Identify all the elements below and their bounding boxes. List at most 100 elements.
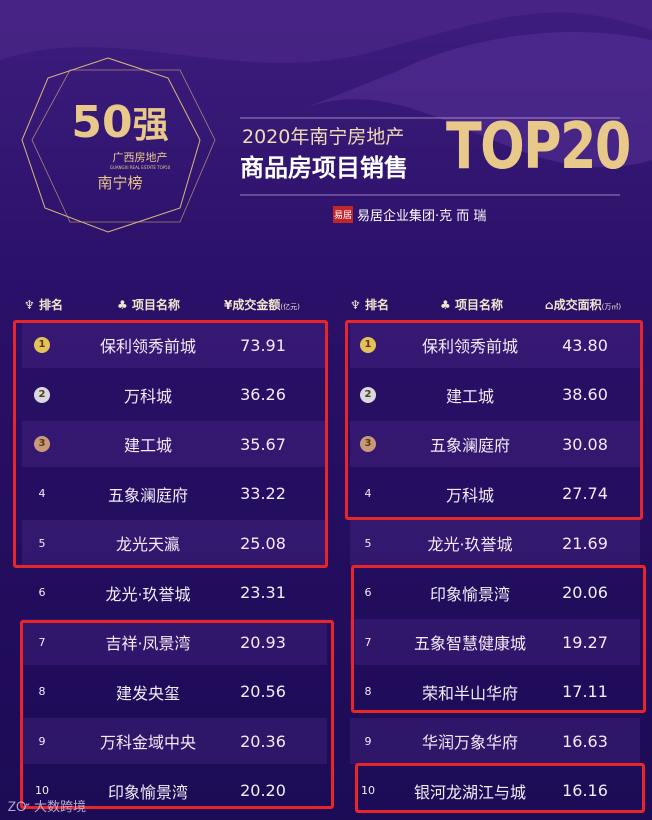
value: 20.56 <box>240 682 286 701</box>
highlight-box <box>351 565 646 713</box>
rank-cell: 10 <box>356 784 380 797</box>
medal-icon: 3 <box>360 436 376 452</box>
badge-subtitle-en: GUANGXI REAL ESTATE TOP50 <box>109 165 171 170</box>
rank-cell: 2 <box>356 386 380 403</box>
project-name: 华润万象华府 <box>421 733 518 752</box>
table-row: 8 建发央玺 20.56 <box>22 669 327 715</box>
right-header-value: ⌂成交面积(万㎡) <box>545 298 622 312</box>
table-row: 2 建工城 38.60 <box>350 372 640 418</box>
building-icon: ♣ <box>440 298 451 312</box>
rank: 10 <box>35 784 49 797</box>
watermark: ᏃᏅ 大数跨境 <box>8 800 87 815</box>
table-row: 4 万科城 27.74 <box>350 471 640 517</box>
sponsor-seal-icon: 易居 <box>333 206 353 223</box>
rank: 6 <box>364 586 372 599</box>
left-header-value: ¥成交金额(亿元) <box>224 298 300 312</box>
table-row: 7 五象智慧健康城 19.27 <box>350 619 640 665</box>
medal-icon: 3 <box>34 436 50 452</box>
table-row: 3 五象澜庭府 30.08 <box>350 421 640 467</box>
title-top20: TOP20 <box>446 110 631 184</box>
value: 25.08 <box>240 533 286 553</box>
house-icon: ⌂ <box>545 298 554 312</box>
rank-cell: 9 <box>30 735 54 748</box>
rank: 6 <box>38 586 46 599</box>
table-row: 5 龙光·玖誉城 21.69 <box>350 520 640 566</box>
badge-city: 南宁榜 <box>97 174 143 192</box>
trophy-icon: ♆ <box>350 298 361 312</box>
project-name: 万科城 <box>123 386 172 406</box>
value: 36.26 <box>240 385 286 404</box>
rank: 10 <box>361 784 375 797</box>
project-name: 建工城 <box>445 386 494 406</box>
rank-cell: 5 <box>356 537 380 550</box>
yen-icon: ¥ <box>224 298 233 312</box>
highlight-box <box>20 620 334 809</box>
rank: 7 <box>364 635 372 649</box>
project-name: 保利领秀前城 <box>99 337 196 356</box>
table-row: 1 保利领秀前城 73.91 <box>22 322 327 368</box>
value: 20.93 <box>240 632 286 652</box>
value: 16.16 <box>562 781 608 800</box>
rank: 4 <box>38 487 46 500</box>
project-name: 五象澜庭府 <box>107 485 188 505</box>
medal-icon: 1 <box>360 337 376 353</box>
project-name: 建工城 <box>123 436 172 455</box>
badge-subtitle: 广西房地产 <box>112 151 168 164</box>
building-icon: ♣ <box>117 298 128 312</box>
table-row: 1 保利领秀前城 43.80 <box>350 322 640 368</box>
project-name: 五象智慧健康城 <box>413 634 526 653</box>
rank: 4 <box>364 487 372 500</box>
table-row: 6 龙光·玖誉城 23.31 <box>22 570 327 616</box>
value: 19.27 <box>562 632 608 652</box>
value: 38.60 <box>562 385 608 404</box>
project-name: 保利领秀前城 <box>421 337 518 356</box>
rank-cell: 8 <box>356 685 380 698</box>
value: 20.20 <box>240 781 286 800</box>
rank-cell: 7 <box>356 636 380 649</box>
table-row: 4 五象澜庭府 33.22 <box>22 471 327 517</box>
value: 73.91 <box>240 335 286 355</box>
project-name: 建发央玺 <box>115 683 180 703</box>
rank: 5 <box>364 536 372 550</box>
value: 20.36 <box>240 731 286 751</box>
value: 27.74 <box>562 484 608 503</box>
project-name: 龙光天瀛 <box>115 535 180 554</box>
table-row: 8 荣和半山华府 17.11 <box>350 669 640 715</box>
rank-cell: 9 <box>356 735 380 748</box>
right-header-name: ♣ 项目名称 <box>440 298 503 312</box>
value: 16.63 <box>562 731 608 751</box>
highlight-box <box>355 763 645 813</box>
value: 43.80 <box>562 335 608 355</box>
badge-strong: 强 <box>132 105 169 146</box>
project-name: 印象愉景湾 <box>107 782 188 802</box>
medal-icon: 2 <box>34 386 50 403</box>
title-line1: 2020年南宁房地产 <box>242 126 405 148</box>
project-name: 荣和半山华府 <box>421 683 518 703</box>
sponsor: 易居 易居企业集团·克 而 瑞 <box>333 205 486 224</box>
project-name: 五象澜庭府 <box>429 436 510 455</box>
rank: 8 <box>38 685 46 698</box>
project-name: 龙光·玖誉城 <box>427 535 513 554</box>
rank-cell: 8 <box>30 685 54 698</box>
project-name: 万科城 <box>445 485 494 505</box>
badge-number: 50 <box>71 97 133 148</box>
rank-cell: 3 <box>30 436 54 452</box>
rank: 5 <box>38 536 46 550</box>
rank-cell: 4 <box>30 487 54 500</box>
project-name: 吉祥·凤景湾 <box>105 634 191 653</box>
table-row: 6 印象愉景湾 20.06 <box>350 570 640 616</box>
project-name: 银河龙湖江与城 <box>413 782 526 802</box>
right-header-rank: ♆ 排名 <box>350 298 389 312</box>
value: 33.22 <box>240 484 286 503</box>
rank-cell: 7 <box>30 636 54 649</box>
value: 21.69 <box>562 533 608 553</box>
highlight-box <box>13 320 328 568</box>
trophy-icon: ♆ <box>24 298 35 312</box>
rank-cell: 10 <box>30 784 54 797</box>
rank-cell: 6 <box>30 586 54 599</box>
rank-cell: 3 <box>356 436 380 452</box>
table-row: 3 建工城 35.67 <box>22 421 327 467</box>
rank-cell: 4 <box>356 487 380 500</box>
value: 35.67 <box>240 434 286 454</box>
project-name: 万科金域中央 <box>99 733 196 752</box>
